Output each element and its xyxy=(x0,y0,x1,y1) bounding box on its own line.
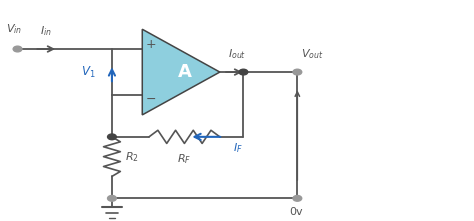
Text: A: A xyxy=(178,63,192,81)
Text: $I_F$: $I_F$ xyxy=(233,141,243,155)
Text: $V_{in}$: $V_{in}$ xyxy=(6,22,22,36)
Text: +: + xyxy=(146,38,156,51)
Text: $V_1$: $V_1$ xyxy=(81,65,95,80)
Polygon shape xyxy=(142,29,220,115)
Circle shape xyxy=(108,196,116,201)
Circle shape xyxy=(239,69,248,75)
Text: $I_{out}$: $I_{out}$ xyxy=(228,47,246,61)
Circle shape xyxy=(293,69,302,75)
Text: $I_{in}$: $I_{in}$ xyxy=(40,24,52,38)
Text: $R_F$: $R_F$ xyxy=(177,152,191,166)
Circle shape xyxy=(108,134,116,140)
Text: A: A xyxy=(449,61,463,79)
Text: $V_{out}$: $V_{out}$ xyxy=(301,47,323,61)
Text: 0v: 0v xyxy=(289,207,302,217)
Text: −: − xyxy=(146,93,156,106)
Circle shape xyxy=(293,196,302,201)
Text: $R_2$: $R_2$ xyxy=(126,150,139,164)
Circle shape xyxy=(13,46,22,52)
